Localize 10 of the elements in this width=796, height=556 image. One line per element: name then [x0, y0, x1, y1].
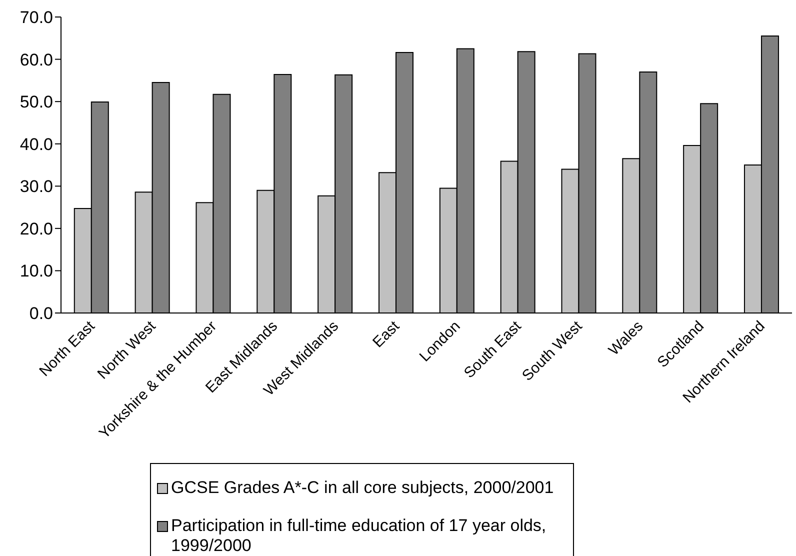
y-tick-label: 70.0 — [20, 8, 53, 28]
legend-label: Participation in full-time education of 17 year olds, 1999/2000 — [171, 516, 548, 556]
y-tick-label: 20.0 — [20, 219, 53, 238]
y-tick-label: 0.0 — [29, 304, 53, 324]
y-tick-label: 50.0 — [20, 92, 53, 112]
y-tick-label: 30.0 — [20, 177, 53, 196]
y-tick-label: 60.0 — [20, 50, 53, 70]
y-tick-label: 10.0 — [20, 262, 53, 281]
legend-label: GCSE Grades A*-C in all core subjects, 2000/2001 — [171, 478, 554, 498]
y-tick-label: 40.0 — [20, 134, 53, 154]
